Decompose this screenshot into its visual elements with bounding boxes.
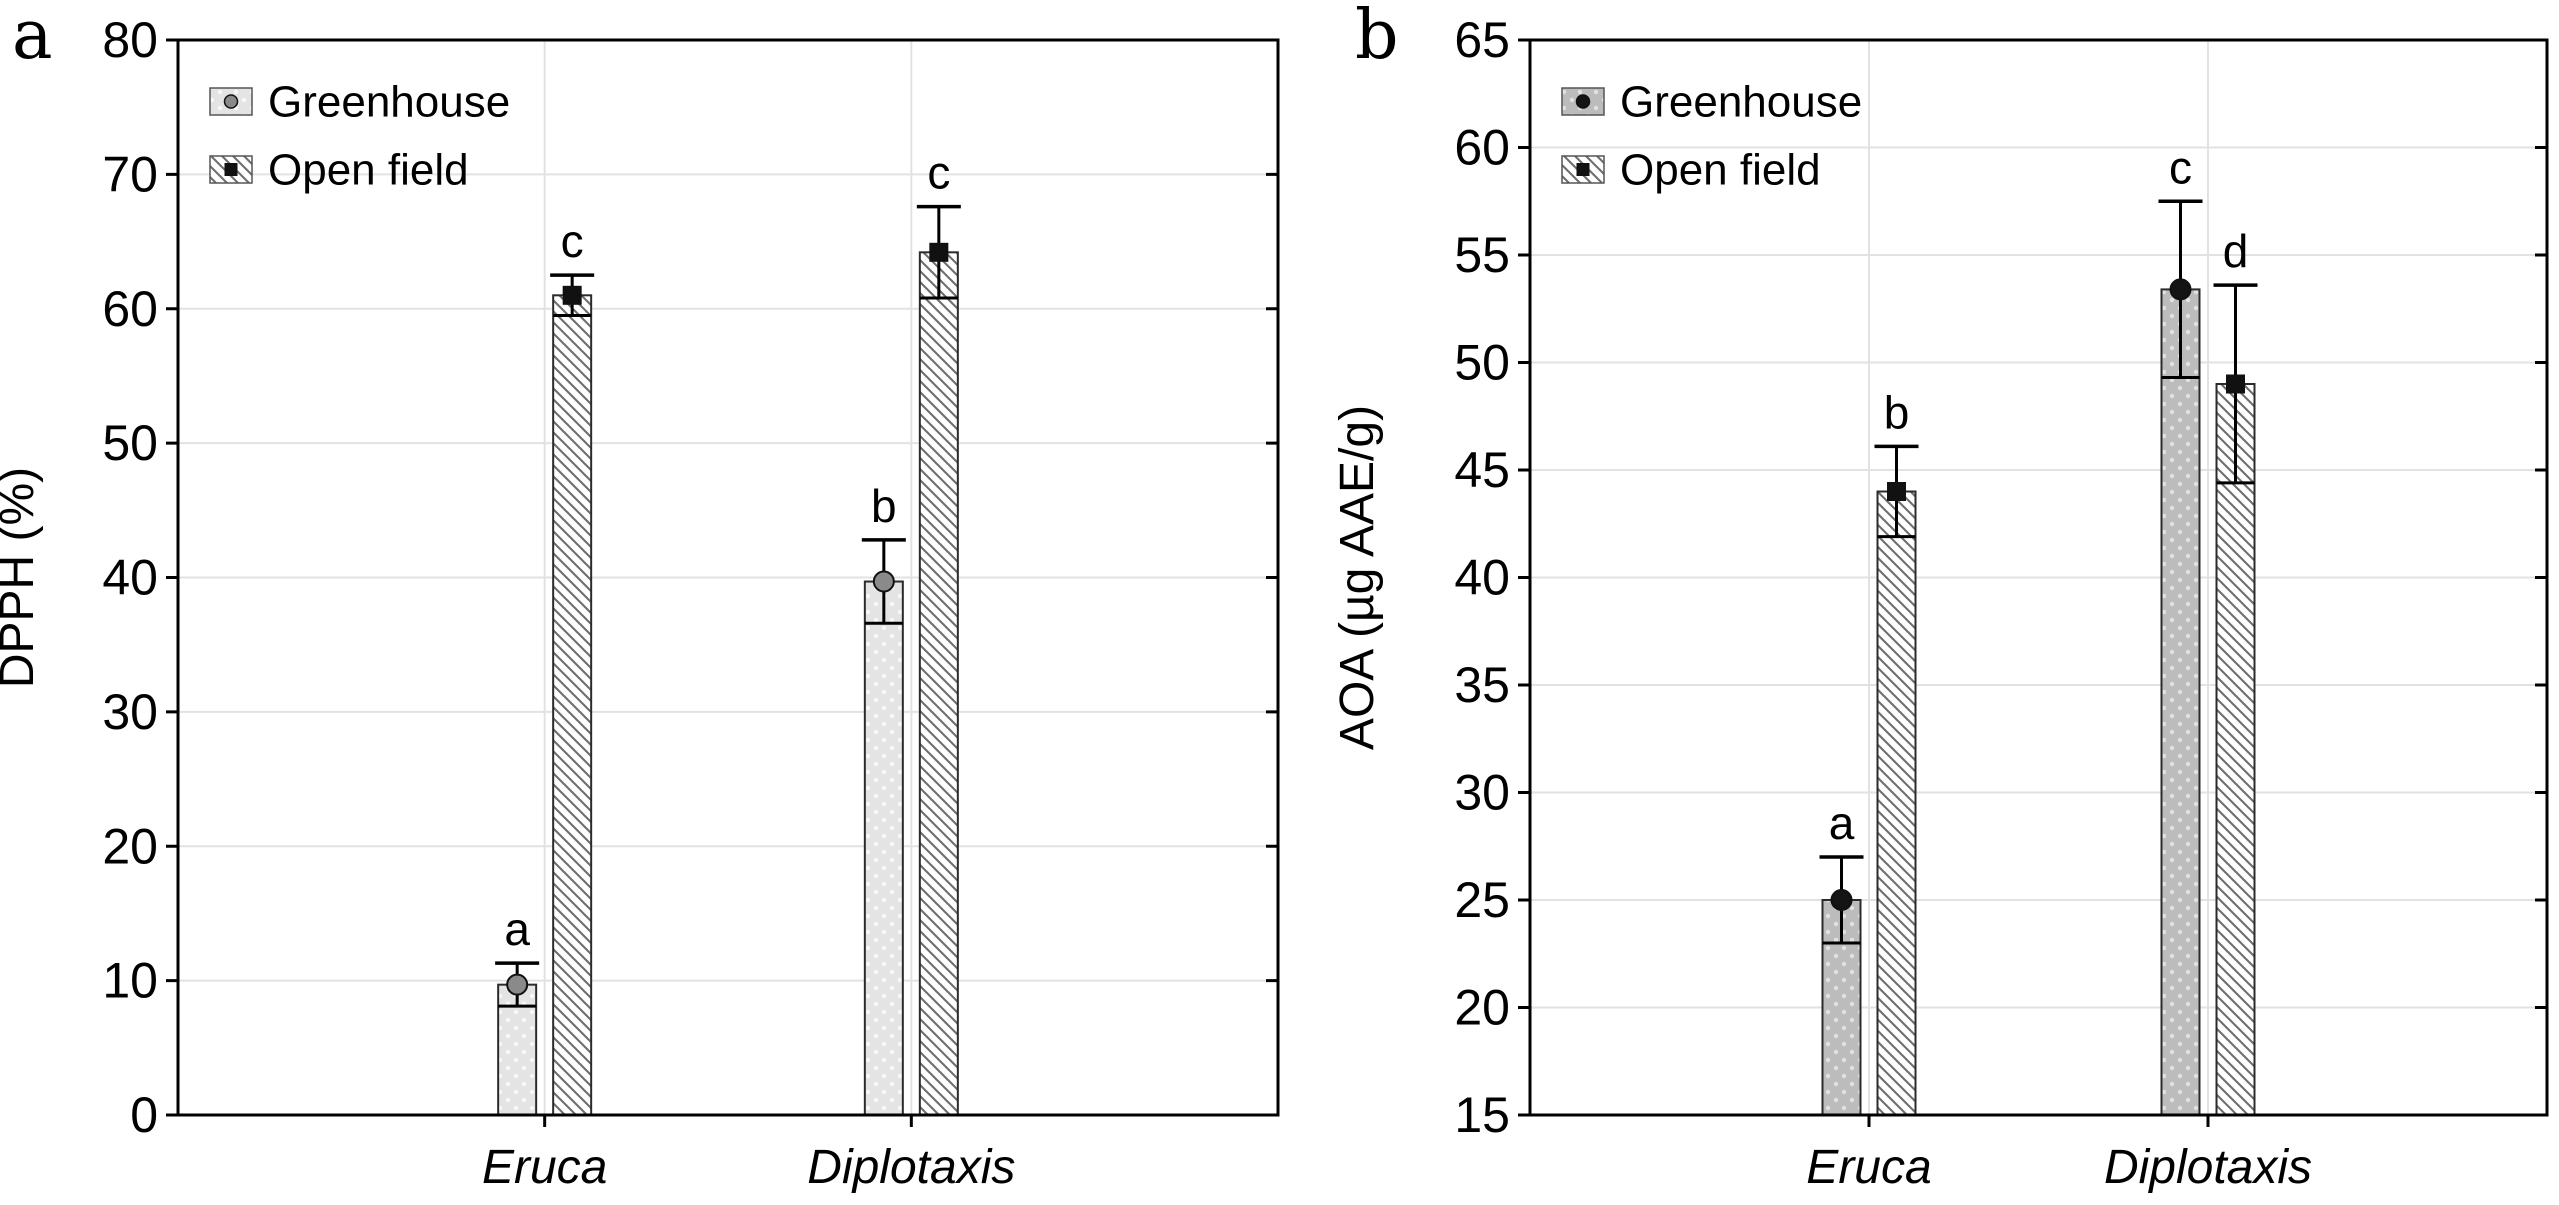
- mean-marker-circle: [2169, 278, 2192, 301]
- y-tick-label: 80: [102, 12, 158, 68]
- mean-marker-circle: [506, 973, 529, 996]
- legend-label: Greenhouse: [268, 78, 510, 127]
- y-tick-label: 50: [102, 415, 158, 471]
- y-tick-label: 30: [1454, 765, 1510, 821]
- significance-letter: d: [2223, 225, 2249, 277]
- significance-letter: b: [1884, 386, 1910, 438]
- y-tick-label: 70: [102, 146, 158, 202]
- y-tick-label: 55: [1454, 227, 1510, 283]
- mean-marker-square: [2226, 374, 2245, 394]
- legend-swatch: [1561, 155, 1605, 184]
- x-category-label: Eruca: [1806, 1141, 1931, 1194]
- significance-letter: b: [871, 480, 897, 532]
- panel-letter: b: [1355, 0, 1399, 75]
- y-tick-label: 40: [1454, 550, 1510, 606]
- plot-frame: [176, 38, 1280, 1117]
- legend-marker-square: [1576, 163, 1590, 176]
- y-tick-label: 60: [1454, 120, 1510, 176]
- legend-label: Open field: [1620, 146, 1821, 195]
- legend-label: Greenhouse: [1620, 78, 1862, 127]
- x-category-label: Diplotaxis: [807, 1141, 1015, 1194]
- y-tick-label: 25: [1454, 872, 1510, 928]
- panel-letter: a: [12, 0, 53, 75]
- significance-letter: c: [561, 215, 584, 267]
- legend-marker-circle: [1575, 94, 1591, 109]
- legend-marker-square: [224, 163, 238, 176]
- y-tick-label: 45: [1454, 442, 1510, 498]
- y-tick-label: 10: [102, 953, 158, 1009]
- y-tick-label: 15: [1454, 1087, 1510, 1143]
- y-tick-label: 20: [102, 818, 158, 874]
- y-tick-label: 50: [1454, 335, 1510, 391]
- x-category-label: Eruca: [482, 1141, 607, 1194]
- y-tick-label: 65: [1454, 12, 1510, 68]
- legend-label: Open field: [268, 146, 469, 195]
- plot-frame: [1528, 38, 2549, 1117]
- y-tick-label: 20: [1454, 980, 1510, 1036]
- bar-greenhouse-diplotaxis: [863, 580, 904, 1116]
- bar-open-field-diplotaxis: [918, 251, 959, 1116]
- bar-open-field-diplotaxis: [2215, 383, 2256, 1116]
- y-tick-label: 30: [102, 684, 158, 740]
- y-axis-title: AOA (µg AAE/g): [1331, 405, 1384, 750]
- legend-swatch: [1561, 87, 1605, 116]
- significance-letter: a: [504, 903, 530, 955]
- bar-greenhouse-diplotaxis: [2160, 288, 2201, 1116]
- bar-open-field-eruca: [552, 294, 593, 1116]
- mean-marker-circle: [872, 570, 895, 593]
- mean-marker-square: [929, 242, 949, 262]
- y-tick-label: 0: [130, 1087, 158, 1143]
- y-tick-label: 35: [1454, 657, 1510, 713]
- mean-marker-square: [562, 285, 582, 305]
- panel-a: a 0 10 20 30 40 50 60 70 80 Eruca Diplotaxis a b c c Gre…: [0, 0, 1280, 1194]
- significance-letter: c: [2169, 141, 2192, 193]
- y-tick-label: 60: [102, 281, 158, 337]
- significance-letter: c: [927, 147, 950, 199]
- panel-b: b 15 20 25 30 35 40 45 50 55 60 65 Eruca Diplotaxis a c…: [1331, 0, 2549, 1194]
- mean-marker-circle: [1830, 889, 1853, 911]
- bar-open-field-eruca: [1876, 490, 1917, 1116]
- y-axis-title: DPPH (%): [0, 467, 44, 688]
- significance-letter: a: [1829, 797, 1855, 849]
- mean-marker-square: [1887, 482, 1906, 501]
- legend-marker-circle: [223, 94, 239, 109]
- y-tick-label: 40: [102, 550, 158, 606]
- x-category-label: Diplotaxis: [2104, 1141, 2312, 1194]
